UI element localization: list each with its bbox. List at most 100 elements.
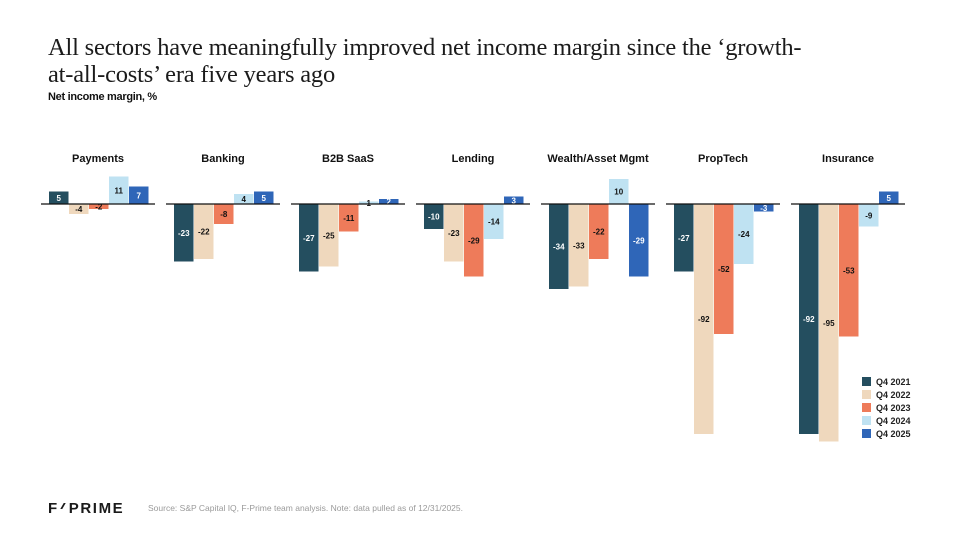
bar-value-label: -10 — [428, 213, 440, 222]
bar-value-label: 5 — [887, 194, 892, 203]
bar-value-label: -27 — [678, 234, 690, 243]
legend-label: Q4 2025 — [876, 429, 911, 439]
legend-item-q4-2021: Q4 2021 — [862, 377, 911, 387]
bar-q4-2025 — [129, 186, 149, 204]
bar-value-label: -53 — [843, 266, 855, 275]
source-note: Source: S&P Capital IQ, F-Prime team ana… — [148, 503, 463, 513]
bar-value-label: -9 — [865, 211, 873, 220]
sector-title: Payments — [72, 153, 124, 165]
logo-prime: PRIME — [68, 500, 125, 517]
bar-q4-2021 — [299, 204, 319, 272]
sector-title: PropTech — [698, 153, 748, 165]
bar-value-label: 7 — [137, 191, 142, 200]
bar-q4-2023 — [339, 204, 359, 232]
bar-value-label: -14 — [488, 218, 500, 227]
legend-swatch — [862, 429, 871, 438]
bar-q4-2023 — [464, 204, 484, 277]
legend-label: Q4 2023 — [876, 403, 911, 413]
bar-q4-2025 — [254, 191, 274, 204]
legend-item-q4-2025: Q4 2025 — [862, 429, 911, 439]
fprime-logo: F PRIME — [48, 500, 124, 517]
bar-value-label: -92 — [698, 315, 710, 324]
bar-value-label: -4 — [75, 205, 83, 214]
legend-label: Q4 2021 — [876, 377, 911, 387]
bar-q4-2024 — [109, 176, 129, 204]
bar-value-label: 3 — [512, 196, 517, 205]
bar-value-label: -22 — [198, 228, 210, 237]
bar-q4-2024 — [609, 179, 629, 204]
bar-q4-2023 — [214, 204, 234, 224]
bar-value-label: 5 — [262, 194, 267, 203]
bar-value-label: -52 — [718, 265, 730, 274]
bar-q4-2021 — [49, 191, 69, 204]
legend-swatch — [862, 416, 871, 425]
bar-value-label: 11 — [115, 186, 124, 195]
sector-group-banking: Banking -23 -22 -8 4 5 — [166, 153, 280, 262]
bar-q4-2024 — [859, 204, 879, 227]
logo-slash-icon — [60, 502, 66, 509]
bar-q4-2023 — [89, 204, 109, 209]
sector-group-b2b-saas: B2B SaaS -27 -25 -11 1 2 — [291, 153, 405, 272]
bar-value-label: -92 — [803, 315, 815, 324]
bar-value-label: -2 — [95, 203, 103, 212]
bar-q4-2024 — [359, 201, 379, 204]
bar-q4-2021 — [549, 204, 569, 289]
logo-f: F — [48, 500, 59, 517]
bar-value-label: -34 — [553, 243, 565, 252]
bar-value-label: 4 — [242, 195, 247, 204]
bar-q4-2024 — [734, 204, 754, 264]
bar-value-label: -11 — [343, 214, 355, 223]
sector-group-payments: Payments 5 -4 -2 11 7 — [41, 153, 155, 214]
sector-title: Lending — [452, 153, 495, 165]
bar-q4-2023 — [589, 204, 609, 259]
legend-label: Q4 2024 — [876, 416, 911, 426]
bar-value-label: -95 — [823, 319, 835, 328]
bar-q4-2022 — [569, 204, 589, 287]
bar-q4-2022 — [444, 204, 464, 262]
bar-q4-2022 — [69, 204, 89, 214]
bar-q4-2025 — [504, 196, 524, 204]
legend-swatch — [862, 390, 871, 399]
bar-value-label: -8 — [220, 210, 228, 219]
legend-item-q4-2022: Q4 2022 — [862, 390, 911, 400]
bar-value-label: 2 — [387, 198, 392, 207]
bar-value-label: -23 — [448, 229, 460, 238]
bar-q4-2024 — [484, 204, 504, 239]
sector-groups: Payments 5 -4 -2 11 7 Banking -23 -22 -8 4 5 B2B Saa… — [41, 153, 905, 442]
bar-value-label: -33 — [573, 241, 585, 250]
bar-q4-2024 — [234, 194, 254, 204]
bar-value-label: -25 — [323, 231, 335, 240]
bar-value-label: -22 — [593, 228, 605, 237]
bar-q4-2022 — [819, 204, 839, 442]
sector-group-insurance: Insurance-92 -95-53-95 — [791, 153, 905, 442]
bar-value-label: -29 — [633, 236, 645, 245]
bar-q4-2022 — [319, 204, 339, 267]
bar-q4-2022 — [694, 204, 714, 434]
sector-group-wealth-asset-mgmt: Wealth/Asset Mgmt -34 -33 -22 10 -29 — [541, 153, 655, 289]
bar-value-label: -27 — [303, 234, 315, 243]
bar-value-label: -24 — [738, 230, 750, 239]
bar-q4-2025 — [754, 204, 774, 212]
bar-value-label: 1 — [367, 199, 372, 208]
sector-group-lending: Lending -10 -23 -29 -14 3 — [416, 153, 530, 277]
bar-value-label: 10 — [614, 188, 623, 197]
sector-title: Wealth/Asset Mgmt — [547, 153, 649, 165]
legend-item-q4-2023: Q4 2023 — [862, 403, 911, 413]
bar-q4-2023 — [839, 204, 859, 337]
bar-value-label: -3 — [760, 204, 768, 213]
bar-value-label: -23 — [178, 229, 190, 238]
bar-value-label: -29 — [468, 236, 480, 245]
bar-q4-2021 — [799, 204, 819, 434]
legend: Q4 2021 Q4 2022 Q4 2023 Q4 2024 Q4 2025 — [862, 377, 911, 439]
sector-title: Insurance — [822, 153, 874, 165]
sector-group-proptech: PropTech -27 -92 -52 -24 -3 — [666, 153, 780, 434]
bar-value-label: 5 — [57, 194, 62, 203]
sector-title: B2B SaaS — [322, 153, 374, 165]
sector-title: Banking — [201, 153, 244, 165]
legend-item-q4-2024: Q4 2024 — [862, 416, 911, 426]
legend-swatch — [862, 403, 871, 412]
bar-q4-2025 — [379, 199, 399, 204]
bar-q4-2025 — [879, 191, 899, 204]
page-title: All sectors have meaningfully improved n… — [48, 34, 802, 88]
